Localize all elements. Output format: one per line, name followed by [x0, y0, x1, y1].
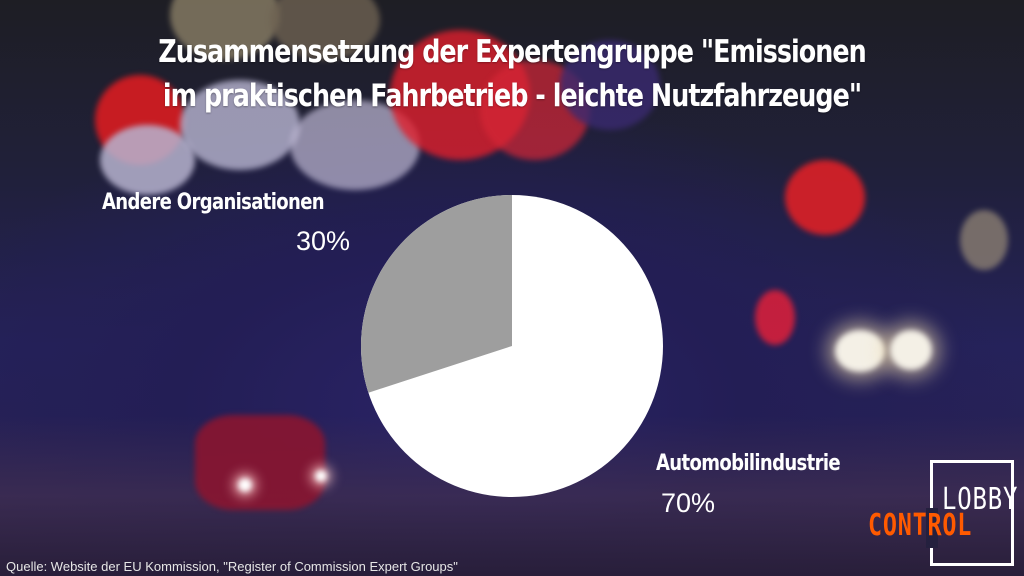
bokeh-light	[560, 40, 660, 130]
logo-frame-gap	[926, 508, 938, 548]
bokeh-light	[785, 160, 865, 235]
toy-car	[195, 415, 325, 510]
bokeh-light	[100, 125, 195, 195]
logo-text-lobby: LOBBY	[942, 482, 1019, 517]
car-headlight	[238, 478, 252, 492]
bokeh-light	[180, 80, 300, 170]
chart-title: Zusammensetzung der Expertengruppe "Emis…	[92, 30, 932, 118]
source-note: Quelle: Website der EU Kommission, "Regi…	[6, 559, 458, 574]
title-line-2: im praktischen Fahrbetrieb - leichte Nut…	[162, 78, 862, 114]
pie-chart	[361, 195, 663, 497]
car-headlight	[890, 330, 932, 370]
value-andere-organisationen: 30%	[296, 226, 351, 256]
lobbycontrol-logo: LOBBY CONTROL	[868, 460, 1019, 568]
logo-text-control: CONTROL	[868, 508, 973, 543]
label-andere-organisationen: Andere Organisationen	[102, 190, 325, 215]
car-headlight	[835, 330, 885, 372]
car-headlight	[315, 470, 327, 482]
label-automobilindustrie: Automobilindustrie	[656, 451, 841, 476]
pie-slice-andere-organisationen	[361, 195, 512, 393]
value-automobilindustrie: 70%	[661, 488, 716, 518]
bokeh-light	[755, 290, 795, 345]
bokeh-light	[960, 210, 1008, 270]
title-line-1: Zusammensetzung der Expertengruppe "Emis…	[158, 34, 866, 70]
